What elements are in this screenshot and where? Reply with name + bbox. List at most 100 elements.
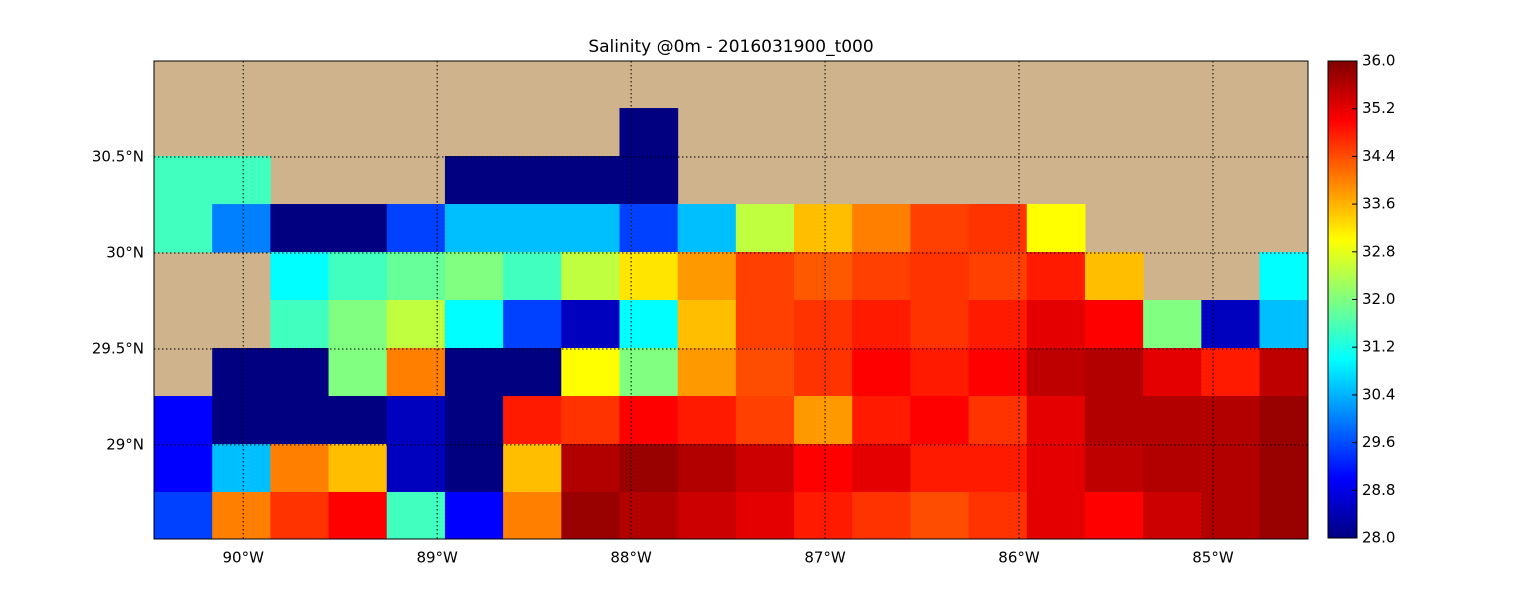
- plot-area: [154, 61, 1308, 539]
- salinity-cell: [503, 347, 562, 397]
- salinity-cell: [444, 395, 504, 445]
- salinity-cell: [444, 491, 504, 539]
- salinity-cell: [910, 443, 970, 493]
- y-tick-label: 30°N: [106, 243, 144, 261]
- salinity-cell: [735, 252, 795, 301]
- salinity-cell: [1259, 300, 1308, 349]
- salinity-cell: [968, 300, 1028, 349]
- salinity-cell: [1084, 443, 1144, 493]
- y-tick-label: 29°N: [106, 435, 144, 453]
- salinity-cell: [677, 300, 737, 349]
- salinity-cell: [968, 443, 1028, 493]
- salinity-cell: [328, 395, 388, 445]
- salinity-cell: [503, 395, 562, 445]
- salinity-cell: [154, 156, 213, 205]
- salinity-cell: [1084, 347, 1144, 397]
- salinity-cell: [154, 491, 213, 539]
- salinity-cell: [503, 443, 562, 493]
- salinity-cell: [561, 395, 620, 445]
- salinity-cell: [852, 491, 911, 539]
- salinity-cell: [968, 252, 1028, 301]
- y-tick-label: 29.5°N: [92, 339, 144, 357]
- salinity-cell: [1201, 300, 1261, 349]
- salinity-cell: [561, 156, 620, 205]
- salinity-cell: [1026, 204, 1086, 253]
- salinity-cell: [444, 156, 504, 205]
- salinity-cell: [561, 252, 620, 301]
- colorbar-tick-label: 33.6: [1362, 195, 1395, 213]
- salinity-cell: [1084, 491, 1144, 539]
- salinity-cell: [561, 347, 620, 397]
- salinity-cell: [852, 347, 911, 397]
- salinity-cell: [677, 443, 737, 493]
- salinity-cell: [1143, 347, 1202, 397]
- salinity-cell: [910, 395, 970, 445]
- salinity-cell: [619, 108, 679, 157]
- salinity-cell: [677, 491, 737, 539]
- salinity-cell: [852, 204, 911, 253]
- salinity-cell: [794, 204, 853, 253]
- salinity-cell: [619, 443, 679, 493]
- salinity-cell: [619, 252, 679, 301]
- salinity-cell: [1259, 491, 1308, 539]
- salinity-cell: [1259, 347, 1308, 397]
- salinity-cell: [386, 300, 446, 349]
- salinity-cell: [1201, 395, 1261, 445]
- x-tick-label: 87°W: [804, 549, 846, 567]
- salinity-cell: [1143, 395, 1202, 445]
- salinity-cell: [444, 300, 504, 349]
- salinity-cell: [1259, 395, 1308, 445]
- salinity-cell: [1084, 300, 1144, 349]
- salinity-cell: [1201, 347, 1261, 397]
- salinity-cell: [1143, 300, 1202, 349]
- salinity-cell: [677, 347, 737, 397]
- salinity-cell: [677, 395, 737, 445]
- salinity-cell: [619, 156, 679, 205]
- colorbar-tick-label: 32.8: [1362, 242, 1395, 260]
- salinity-cell: [910, 204, 970, 253]
- x-tick-label: 85°W: [1192, 549, 1234, 567]
- salinity-cell: [328, 347, 388, 397]
- salinity-cell: [386, 252, 446, 301]
- salinity-cell: [154, 395, 213, 445]
- salinity-cell: [794, 443, 853, 493]
- colorbar-tick-label: 28.0: [1362, 529, 1395, 547]
- salinity-cell: [1026, 443, 1086, 493]
- salinity-cell: [794, 347, 853, 397]
- salinity-cell: [794, 491, 853, 539]
- salinity-cell: [503, 252, 562, 301]
- salinity-cell: [212, 491, 271, 539]
- salinity-cell: [794, 252, 853, 301]
- colorbar-tick-label: 36.0: [1362, 52, 1395, 70]
- salinity-cell: [328, 204, 388, 253]
- salinity-cell: [852, 252, 911, 301]
- salinity-cell: [1259, 443, 1308, 493]
- salinity-cell: [270, 443, 330, 493]
- salinity-cell: [386, 443, 446, 493]
- salinity-cell: [270, 204, 330, 253]
- salinity-cell: [968, 204, 1028, 253]
- salinity-cell: [619, 300, 679, 349]
- salinity-cell: [386, 347, 446, 397]
- salinity-cell: [735, 443, 795, 493]
- plot-frame: [153, 60, 1309, 540]
- colorbar-tick-label: 34.4: [1362, 147, 1395, 165]
- y-tick-label: 30.5°N: [92, 147, 144, 165]
- salinity-cell: [212, 347, 271, 397]
- salinity-cell: [1026, 347, 1086, 397]
- salinity-cell: [444, 347, 504, 397]
- colorbar-tick-label: 35.2: [1362, 99, 1395, 117]
- salinity-cell: [735, 491, 795, 539]
- salinity-cell: [212, 156, 271, 205]
- salinity-cell: [270, 300, 330, 349]
- salinity-cell: [270, 395, 330, 445]
- salinity-cell: [910, 252, 970, 301]
- salinity-cell: [328, 252, 388, 301]
- salinity-cell: [619, 204, 679, 253]
- colorbar-tick-label: 31.2: [1362, 338, 1395, 356]
- salinity-cell: [910, 347, 970, 397]
- salinity-cell: [270, 252, 330, 301]
- salinity-cell: [503, 156, 562, 205]
- salinity-cell: [1026, 491, 1086, 539]
